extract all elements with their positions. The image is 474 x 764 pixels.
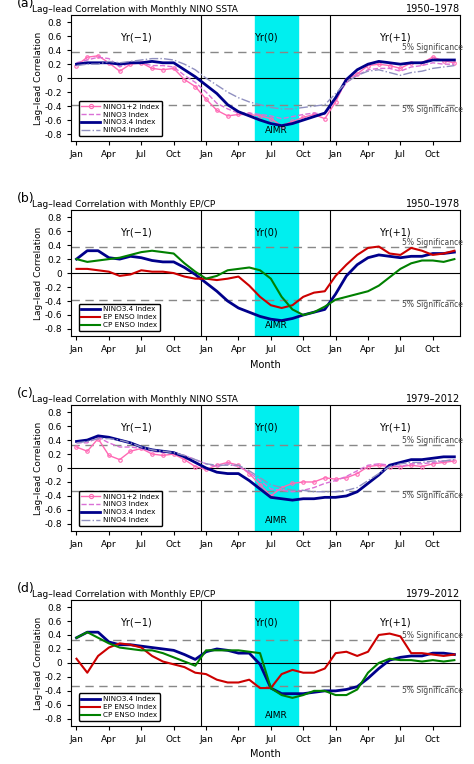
Text: Yr(+1): Yr(+1) — [379, 422, 411, 432]
Text: (a): (a) — [17, 0, 34, 10]
Text: (b): (b) — [17, 193, 34, 206]
Text: Yr(−1): Yr(−1) — [120, 33, 152, 43]
Bar — [255, 15, 298, 141]
X-axis label: Month: Month — [250, 749, 281, 759]
Text: Yr(+1): Yr(+1) — [379, 617, 411, 628]
Legend: NINO1+2 Index, NINO3 Index, NINO3.4 Index, NINO4 Index: NINO1+2 Index, NINO3 Index, NINO3.4 Inde… — [79, 490, 162, 526]
Text: Yr(−1): Yr(−1) — [120, 422, 152, 432]
Text: Lag–lead Correlation with Monthly EP/CP: Lag–lead Correlation with Monthly EP/CP — [32, 590, 216, 599]
Bar — [255, 600, 298, 726]
Text: Yr(+1): Yr(+1) — [379, 33, 411, 43]
Text: AIMR: AIMR — [265, 127, 288, 135]
Bar — [255, 210, 298, 336]
Text: Yr(0): Yr(0) — [254, 228, 277, 238]
Bar — [255, 405, 298, 531]
Text: 5% Significance: 5% Significance — [402, 238, 463, 247]
Y-axis label: Lag–lead Correlation: Lag–lead Correlation — [34, 31, 43, 125]
Legend: NINO3.4 Index, EP ENSO Index, CP ENSO Index: NINO3.4 Index, EP ENSO Index, CP ENSO In… — [79, 694, 160, 721]
Text: 1950–1978: 1950–1978 — [406, 4, 460, 14]
Text: 5% Significance: 5% Significance — [402, 436, 463, 445]
Text: Yr(0): Yr(0) — [254, 422, 277, 432]
Text: Lag–lead Correlation with Monthly NINO SSTA: Lag–lead Correlation with Monthly NINO S… — [32, 5, 238, 14]
Text: AIMR: AIMR — [265, 322, 288, 330]
Text: 1979–2012: 1979–2012 — [406, 589, 460, 599]
Text: (c): (c) — [17, 387, 34, 400]
Text: 5% Significance: 5% Significance — [402, 491, 463, 500]
Text: Lag–lead Correlation with Monthly EP/CP: Lag–lead Correlation with Monthly EP/CP — [32, 200, 216, 209]
Text: 1950–1978: 1950–1978 — [406, 199, 460, 209]
Text: Yr(0): Yr(0) — [254, 33, 277, 43]
Text: 5% Significance: 5% Significance — [402, 105, 463, 114]
Text: 1979–2012: 1979–2012 — [406, 394, 460, 404]
Text: 5% Significance: 5% Significance — [402, 43, 463, 52]
Y-axis label: Lag–lead Correlation: Lag–lead Correlation — [34, 226, 43, 319]
Legend: NINO1+2 Index, NINO3 Index, NINO3.4 Index, NINO4 Index: NINO1+2 Index, NINO3 Index, NINO3.4 Inde… — [79, 101, 162, 136]
Text: Yr(−1): Yr(−1) — [120, 228, 152, 238]
Text: Lag–lead Correlation with Monthly NINO SSTA: Lag–lead Correlation with Monthly NINO S… — [32, 395, 238, 404]
Text: 5% Significance: 5% Significance — [402, 686, 463, 695]
Y-axis label: Lag–lead Correlation: Lag–lead Correlation — [34, 422, 43, 515]
Text: Yr(0): Yr(0) — [254, 617, 277, 628]
Text: 5% Significance: 5% Significance — [402, 299, 463, 309]
Text: Yr(−1): Yr(−1) — [120, 617, 152, 628]
Y-axis label: Lag–lead Correlation: Lag–lead Correlation — [34, 617, 43, 710]
Legend: NINO3.4 Index, EP ENSO Index, CP ENSO Index: NINO3.4 Index, EP ENSO Index, CP ENSO In… — [79, 303, 160, 331]
Text: AIMR: AIMR — [265, 711, 288, 720]
X-axis label: Month: Month — [250, 360, 281, 370]
Text: 5% Significance: 5% Significance — [402, 631, 463, 640]
Text: (d): (d) — [17, 582, 35, 595]
Text: Yr(+1): Yr(+1) — [379, 228, 411, 238]
Text: AIMR: AIMR — [265, 516, 288, 526]
